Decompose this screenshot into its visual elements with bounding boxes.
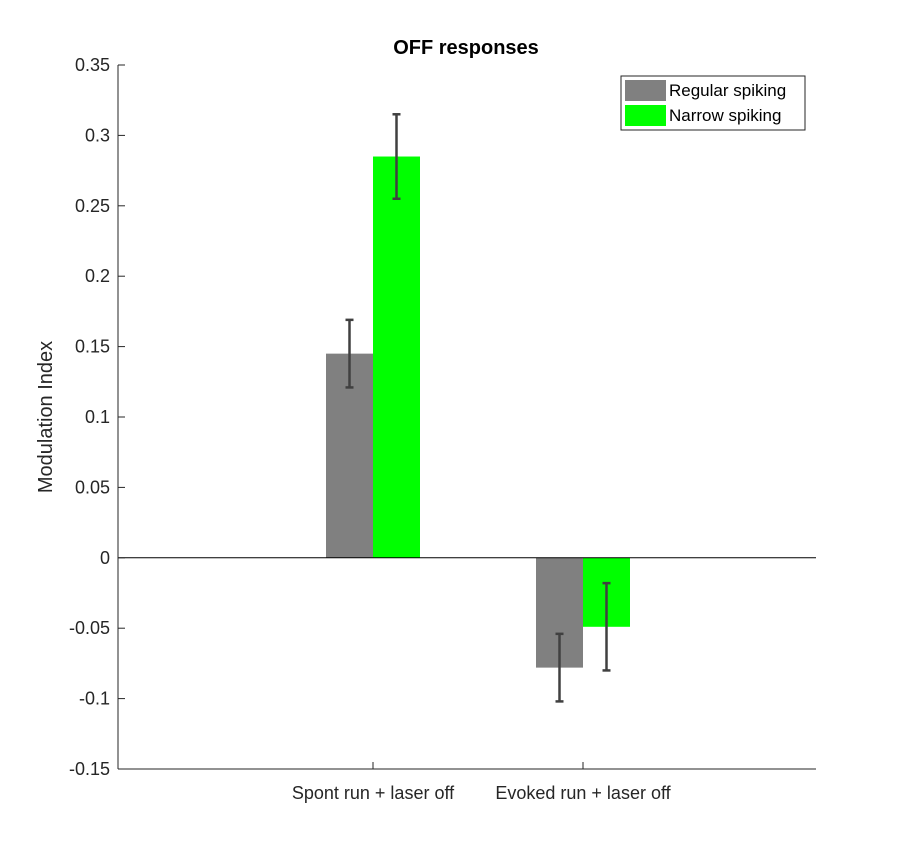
x-tick-label: Spont run + laser off <box>292 783 455 803</box>
plot-area: 0.35 0.3 0.25 0.2 0.15 0.1 0.05 0 -0.05 -0.1 -0.15… <box>69 55 816 803</box>
legend-swatch <box>625 105 666 126</box>
y-tick-label: 0 <box>100 548 110 568</box>
y-tick-label: 0.2 <box>85 266 110 286</box>
legend: Regular spiking Narrow spiking <box>620 75 806 131</box>
error-bar-regular-spiking-0 <box>345 318 354 389</box>
error-bar-narrow-spiking-1 <box>602 581 611 672</box>
x-tick-label: Evoked run + laser off <box>495 783 671 803</box>
y-tick-label: -0.15 <box>69 759 110 779</box>
y-tick-label: 0.25 <box>75 196 110 216</box>
y-tick-label: 0.3 <box>85 125 110 145</box>
y-tick-label: 0.1 <box>85 407 110 427</box>
y-tick-label: -0.05 <box>69 618 110 638</box>
bar-narrow-spiking-0 <box>373 156 420 558</box>
error-bar-regular-spiking-1 <box>555 632 564 703</box>
legend-swatch <box>625 80 666 101</box>
y-tick-label: -0.1 <box>79 689 110 709</box>
legend-label: Narrow spiking <box>669 106 781 125</box>
y-tick-label: 0.15 <box>75 337 110 357</box>
y-tick-label: 0.05 <box>75 477 110 497</box>
y-axis-label: Modulation Index <box>35 341 57 493</box>
y-tick-label: 0.35 <box>75 55 110 75</box>
error-bar-narrow-spiking-0 <box>392 113 401 201</box>
chart-title: OFF responses <box>393 37 539 59</box>
legend-label: Regular spiking <box>669 81 786 100</box>
